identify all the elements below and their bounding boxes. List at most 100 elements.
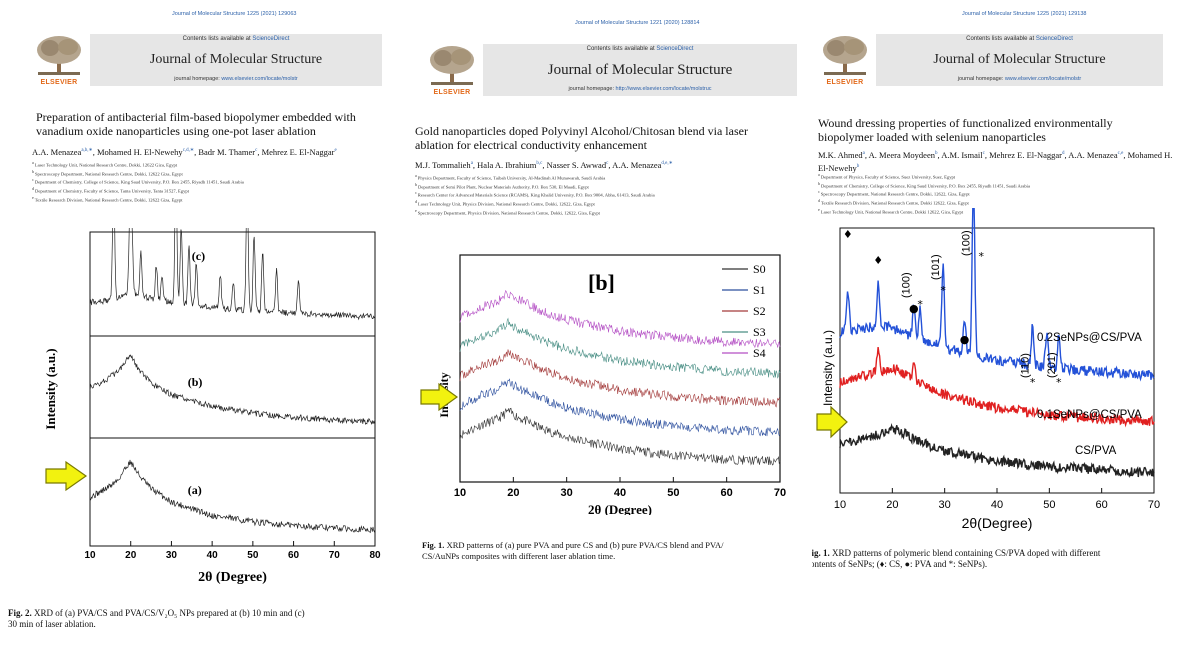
x-tick-label: 20 — [125, 550, 137, 561]
homepage-link[interactable]: www.elsevier.com/locate/molstr — [221, 76, 298, 82]
xrd-trace-s0 — [459, 407, 781, 466]
phase-marker: ● — [909, 302, 919, 315]
journal-band: Contents lists available at ScienceDirec… — [876, 34, 1163, 86]
xrd-trace-c — [89, 228, 376, 321]
author[interactable]: M.J. Tommalieh — [415, 159, 471, 170]
plot-frame — [89, 231, 376, 547]
affiliation: aDepartment of Physics, Faculty of Scien… — [818, 172, 956, 180]
author[interactable]: Mohamed H. El-Newehy — [818, 149, 1173, 173]
homepage-line: journal homepage: www.elsevier.com/locat… — [957, 76, 1082, 82]
homepage-line: journal homepage: www.elsevier.com/locat… — [174, 76, 298, 82]
affiliation: eSpectroscopy Department, Physics Divisi… — [415, 207, 600, 216]
contents-line: Contents lists available at ScienceDirec… — [182, 36, 290, 42]
publisher-name: ELSEVIER — [40, 79, 78, 86]
publisher-name: ELSEVIER — [433, 89, 471, 96]
author[interactable]: Badr M. Thamer — [198, 146, 256, 157]
paper-1: Journal of Molecular Structure 1225 (202… — [0, 0, 400, 647]
x-tick-label: 80 — [369, 550, 381, 561]
x-tick-label: 50 — [247, 550, 259, 561]
series-label: CS/PVA — [1075, 445, 1117, 457]
x-tick-label: 70 — [774, 487, 786, 499]
journal-name: Journal of Molecular Structure — [547, 62, 733, 78]
affiliation: aPhysics Department, Faculty of Science,… — [415, 173, 606, 181]
legend-label: S1 — [753, 283, 766, 297]
author[interactable]: A.A. Menazea — [1068, 149, 1118, 160]
miller-index-label: (201) — [1046, 352, 1058, 378]
sciencedirect-link[interactable]: ScienceDirect — [656, 46, 694, 52]
highlight-arrow-icon — [420, 382, 459, 412]
author[interactable]: Mehrez E. El-Naggar — [989, 149, 1062, 160]
x-tick-label: 40 — [207, 550, 219, 561]
x-tick-label: 50 — [667, 487, 679, 499]
contents-line: Contents lists available at ScienceDirec… — [586, 46, 694, 52]
x-tick-label: 60 — [288, 550, 300, 561]
xrd-chart-1: (c) (b) (a) 10 20 30 40 50 60 70 80 2θ (Degree) Inte… — [43, 228, 381, 585]
highlight-arrow-icon — [45, 460, 88, 492]
xrd-trace-s4 — [459, 289, 781, 349]
citation: Journal of Molecular Structure 1225 (202… — [962, 11, 1087, 17]
elsevier-tree-icon — [430, 46, 474, 85]
author[interactable]: Nasser S. Awwad — [546, 159, 607, 170]
y-axis-title: Intensity (a.u.) — [43, 348, 58, 429]
miller-index-label: (101) — [930, 254, 942, 280]
affiliation: bDepartment of Chemistry, College of Sci… — [818, 180, 1030, 189]
affiliation-list: aLaser Technology Unit, National Researc… — [32, 160, 397, 204]
plot-frame — [459, 254, 781, 483]
homepage-link[interactable]: www.elsevier.com/locate/molstr — [1004, 76, 1082, 82]
author[interactable]: A.A. Menazea — [612, 159, 662, 170]
miller-index-label: (100) — [900, 272, 912, 298]
author-list: A.A. Menazeaa,b,∗, Mohamed H. El-Newehyc… — [32, 146, 337, 157]
author[interactable]: Hala A. Ibrahium — [477, 159, 537, 170]
author[interactable]: A.A. Menazea — [32, 146, 82, 157]
x-tick-label: 60 — [721, 487, 733, 499]
affiliation: dDepartment of Chemistry, Faculty of Sci… — [32, 186, 189, 194]
x-axis-title: 2θ (Degree) — [198, 570, 267, 585]
x-tick-label: 30 — [561, 487, 573, 499]
miller-index-label: (100) — [960, 230, 972, 256]
sciencedirect-link[interactable]: ScienceDirect — [1035, 36, 1073, 42]
affiliation: cResearch Center for Advanced Materials … — [415, 190, 655, 198]
panel-label: [b] — [588, 270, 615, 295]
xrd-trace — [839, 347, 1155, 428]
x-tick-label: 20 — [886, 499, 898, 511]
xrd-chart-3: CS/PVA 0.1SeNPs@CS/PVA 0.2SeNPs@CS/PVA (100… — [821, 208, 1160, 531]
miller-index-label: (110) — [1020, 353, 1032, 378]
figure-caption: Fig. 2. XRD of (a) PVA/CS and PVA/CS/V₂O… — [8, 608, 305, 629]
author[interactable]: A. Meera Moydeen — [868, 149, 935, 160]
affiliation: cSpectroscopy Department, National Resea… — [818, 189, 970, 197]
paper-2: Journal of Molecular Structure 1221 (202… — [405, 0, 800, 647]
author-list: M.J. Tommalieha, Hala A. Ibrahiumb,c, Na… — [415, 159, 673, 170]
x-tick-label: 40 — [991, 499, 1003, 511]
legend-label: S2 — [753, 304, 766, 318]
paper-title: Wound dressing properties of functionali… — [818, 116, 1113, 144]
xrd-trace-s2 — [459, 349, 781, 408]
homepage-line: journal homepage: http://www.elsevier.co… — [568, 86, 712, 92]
affiliation: eTextile Research Division, National Res… — [32, 194, 183, 203]
affiliation: cDepartment of Chemistry, College of Sci… — [32, 177, 244, 185]
journal-band: Contents lists available at ScienceDirec… — [483, 44, 797, 96]
series-label: (c) — [192, 249, 205, 263]
elsevier-tree-icon — [823, 36, 867, 75]
phase-marker: ♦ — [873, 254, 883, 267]
affiliation-list: aPhysics Department, Faculty of Science,… — [415, 173, 797, 217]
affiliation: bDepartment of Semi Pilot Plant, Nuclear… — [415, 181, 589, 190]
sciencedirect-link[interactable]: ScienceDirect — [252, 36, 290, 42]
journal-masthead: ELSEVIER Contents lists available at Sci… — [818, 34, 1163, 86]
x-tick-label: 10 — [454, 487, 466, 499]
homepage-link[interactable]: http://www.elsevier.com/locate/molstruc — [615, 86, 712, 92]
figure-caption: Fig. 1. XRD patterns of polymeric blend … — [812, 548, 1101, 569]
elsevier-logo: ELSEVIER — [32, 34, 86, 86]
legend-label: S3 — [753, 325, 766, 339]
author[interactable]: M.K. Ahmed — [818, 149, 863, 160]
x-tick-label: 20 — [507, 487, 519, 499]
xrd-trace — [839, 208, 1155, 382]
journal-name: Journal of Molecular Structure — [933, 52, 1106, 67]
x-tick-label: 10 — [834, 499, 846, 511]
journal-masthead: ELSEVIER Contents lists available at Sci… — [32, 34, 382, 86]
author[interactable]: Mehrez E. El-Naggar — [261, 146, 335, 157]
author[interactable]: Mohamed H. El-Newehy — [97, 146, 183, 157]
phase-marker: * — [917, 298, 923, 311]
author[interactable]: A.M. Ismail — [941, 149, 983, 160]
highlight-arrow-icon — [816, 405, 848, 439]
